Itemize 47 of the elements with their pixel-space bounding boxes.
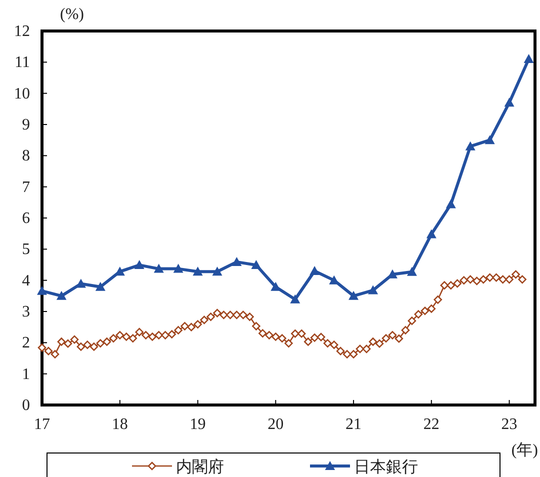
x-tick-label: 20: [268, 416, 284, 433]
y-tick-label: 7: [22, 178, 30, 196]
point: [270, 282, 281, 291]
x-axis-title: (年): [511, 442, 538, 459]
y-tick-label: 11: [14, 54, 30, 72]
point: [134, 260, 144, 270]
x-tick-label: 19: [190, 416, 206, 433]
point: [232, 256, 242, 266]
point: [310, 266, 320, 275]
point: [465, 141, 476, 150]
point: [95, 282, 106, 291]
x-tick-label: 23: [501, 416, 518, 433]
x-tick-label: 17: [34, 416, 50, 433]
point: [348, 290, 359, 300]
point: [504, 98, 514, 107]
y-tick-label: 9: [22, 116, 30, 134]
y-tick-label: 4: [22, 272, 30, 290]
y-axis-title: (%): [60, 6, 84, 23]
point: [56, 290, 66, 300]
x-tick-label: 22: [423, 416, 440, 433]
point: [37, 286, 47, 295]
y-tick-label: 10: [14, 85, 30, 102]
point: [192, 266, 203, 276]
y-tick-label: 5: [22, 241, 30, 258]
point: [524, 54, 534, 64]
point: [368, 285, 378, 294]
point: [446, 199, 456, 208]
y-tick-label: 1: [22, 366, 30, 383]
point: [290, 294, 300, 304]
legend-label: 日本銀行: [354, 458, 418, 476]
x-tick-label: 18: [112, 416, 128, 433]
point: [173, 264, 184, 273]
point: [406, 266, 417, 276]
point: [154, 264, 164, 273]
legend-label: 内閣府: [176, 458, 224, 476]
y-tick-label: 12: [14, 23, 30, 40]
y-tick-label: 3: [22, 304, 30, 320]
point: [484, 135, 495, 144]
y-tick-label: 0: [22, 397, 30, 414]
x-tick-label: 21: [346, 416, 362, 433]
point: [426, 229, 436, 238]
y-tick-label: 6: [22, 210, 30, 227]
point: [76, 278, 86, 288]
y-tick-label: 8: [22, 148, 30, 165]
point: [251, 260, 262, 270]
y-tick-label: 2: [22, 334, 30, 352]
point: [212, 266, 222, 276]
